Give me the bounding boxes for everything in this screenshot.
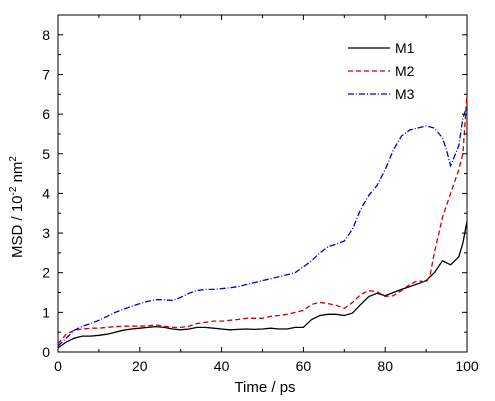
y-tick-label-2: 2 [42,265,50,281]
y-tick-label-8: 8 [42,27,50,43]
y-tick-label-0: 0 [42,344,50,360]
y-axis-title: MSD / 10-2 nm2 [8,156,26,258]
x-tick-label-0: 0 [54,358,62,374]
x-tick-label-100: 100 [455,358,479,374]
x-tick-label-40: 40 [214,358,230,374]
y-tick-label-7: 7 [42,66,50,82]
y-tick-label-6: 6 [42,106,50,122]
y-axis-title-exp2: 2 [8,156,19,162]
legend-label-m1: M1 [395,40,415,56]
series-layer [57,94,468,349]
legend-label-m3: M3 [395,86,415,102]
x-tick-label-60: 60 [296,358,312,374]
series-line-m2 [57,94,468,345]
series-line-m3 [57,105,468,347]
y-axis-title-exp1: -2 [8,186,19,195]
legend: M1 M2 M3 [348,40,415,102]
y-tick-label-3: 3 [42,225,50,241]
y-tick-label-4: 4 [42,185,50,201]
series-line-m1 [57,221,468,349]
legend-label-m2: M2 [395,63,415,79]
x-axis-title: Time / ps [234,379,295,396]
y-axis-title-base: MSD / 10 [9,195,26,258]
axis-ticks: 0 20 40 60 80 100 0 1 2 3 4 5 6 7 8 [42,15,479,374]
x-tick-label-80: 80 [377,358,393,374]
x-tick-label-20: 20 [132,358,148,374]
y-axis-title-mid: nm [9,162,26,187]
y-tick-label-5: 5 [42,146,50,162]
y-tick-label-1: 1 [42,304,50,320]
